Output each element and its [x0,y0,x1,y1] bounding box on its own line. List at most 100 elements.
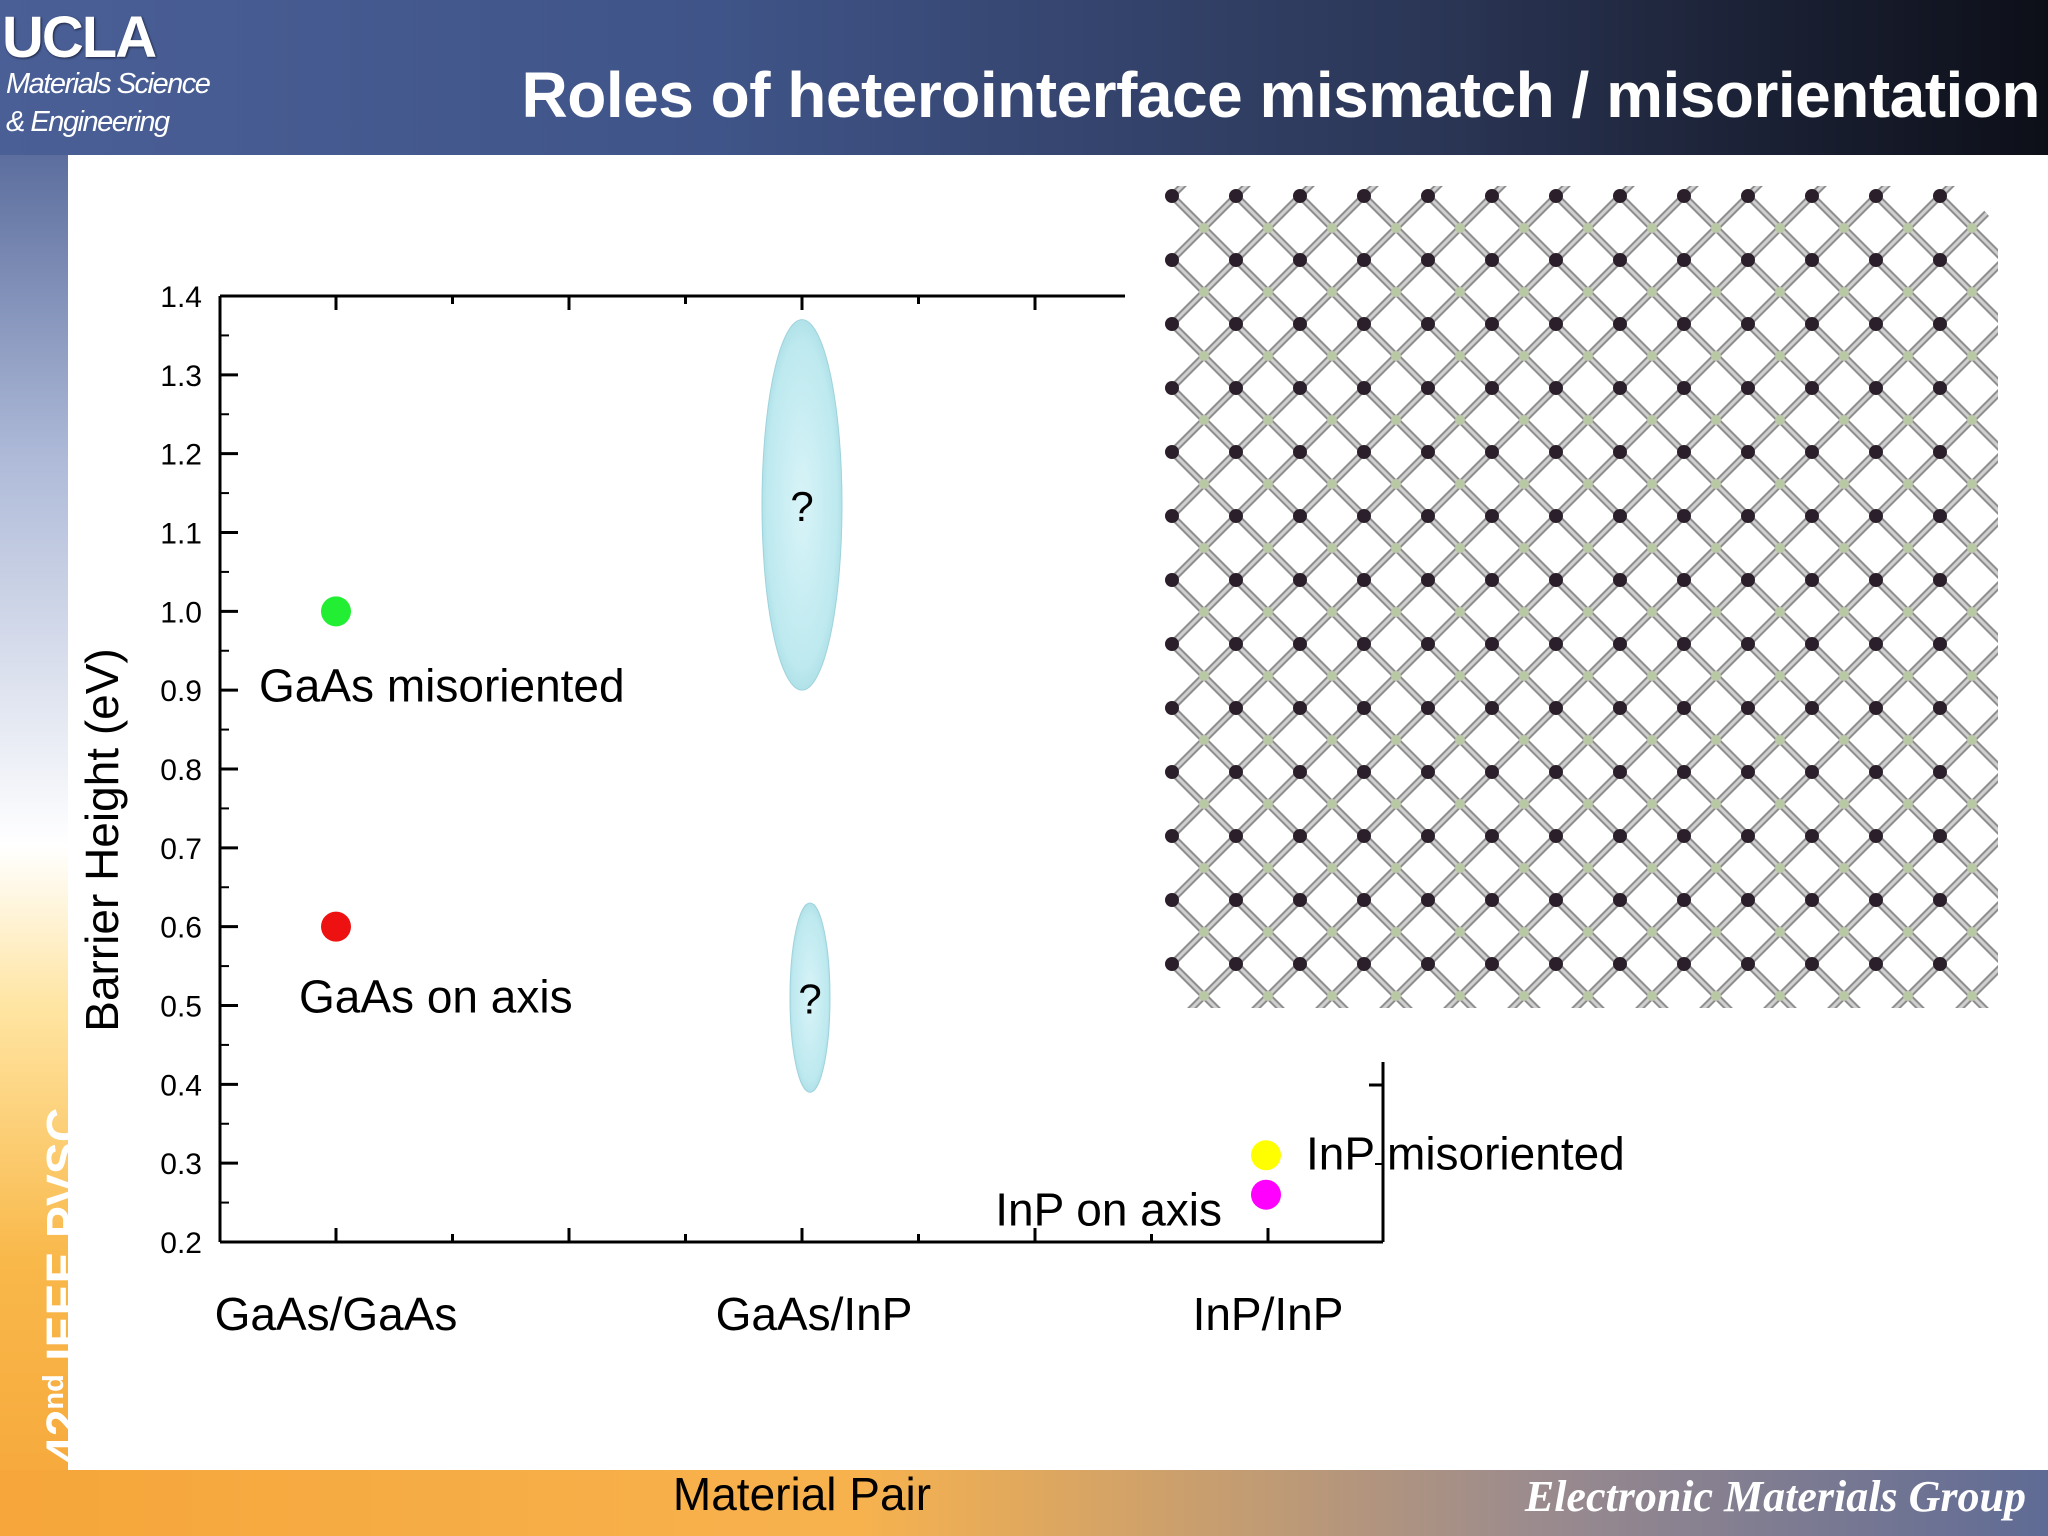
lattice-atom [1903,607,1913,617]
lattice-atom [1933,957,1947,971]
lattice-atom [1677,317,1691,331]
lattice-atom [1647,351,1657,361]
lattice-atom [1741,509,1755,523]
data-point [321,596,351,627]
x-category-label: GaAs/InP [716,1288,913,1340]
lattice-atom [1519,735,1529,745]
lattice-atom [1583,223,1593,233]
lattice-atom [1263,223,1273,233]
lattice-atom [1293,893,1307,907]
lattice-atom [1967,287,1977,297]
lattice-atom [1519,351,1529,361]
lattice-atom [1741,189,1755,203]
lattice-atom [1583,479,1593,489]
lattice-atom [1485,509,1499,523]
lattice-atom [1805,829,1819,843]
lattice-atom [1455,351,1465,361]
lattice-atom [1839,735,1849,745]
lattice-atom [1421,829,1435,843]
y-tick-label: 1.1 [160,518,202,551]
lattice-atom [1583,671,1593,681]
lattice-atom [1647,607,1657,617]
y-tick-label: 0.8 [160,754,202,787]
lattice-atom [1485,765,1499,779]
lattice-atom [1293,637,1307,651]
lattice-atom [1583,607,1593,617]
data-label: InP on axis [995,1184,1222,1236]
lattice-atom [1741,381,1755,395]
data-point [1251,1179,1281,1210]
lattice-atom [1519,927,1529,937]
lattice-atom [1421,317,1435,331]
lattice-atom [1613,445,1627,459]
lattice-atom [1583,287,1593,297]
lattice-atom [1583,863,1593,873]
lattice-atom [1903,927,1913,937]
lattice-atom [1229,829,1243,843]
lattice-atom [1647,415,1657,425]
lattice-atoms [1165,189,1977,1001]
lattice-atom [1549,893,1563,907]
lattice-atom [1677,957,1691,971]
lattice-atom [1613,253,1627,267]
lattice-atom [1455,607,1465,617]
lattice-atom [1165,573,1179,587]
lattice-atom [1165,765,1179,779]
lattice-atom [1199,991,1209,1001]
lattice-atom [1903,863,1913,873]
y-tick-label: 0.9 [160,675,202,708]
lattice-atom [1677,637,1691,651]
lattice-atom [1455,223,1465,233]
lattice-atom [1549,957,1563,971]
unknown-range-ellipse [761,319,843,691]
lattice-atom [1967,991,1977,1001]
slide-title: Roles of heterointerface mismatch / miso… [521,59,2041,131]
lattice-atom [1327,799,1337,809]
lattice-atom [1967,607,1977,617]
lattice-atom [1327,863,1337,873]
lattice-atom [1391,223,1401,233]
lattice-atom [1967,351,1977,361]
lattice-atom [1613,189,1627,203]
lattice-atom [1229,893,1243,907]
lattice-atom [1775,799,1785,809]
lattice-atom [1933,637,1947,651]
lattice-atom [1519,671,1529,681]
lattice-atom [1903,735,1913,745]
lattice-atom [1647,799,1657,809]
lattice-atom [1199,479,1209,489]
lattice-atom [1647,543,1657,553]
lattice-atom [1967,543,1977,553]
lattice-atom [1199,863,1209,873]
lattice-atom [1933,253,1947,267]
lattice-atom [1583,927,1593,937]
lattice-atom [1933,317,1947,331]
lattice-atom [1933,445,1947,459]
lattice-atom [1967,223,1977,233]
lattice-atom [1391,415,1401,425]
left-sidebar-band [0,155,68,1536]
lattice-atom [1165,317,1179,331]
y-tick-label: 1.3 [160,360,202,393]
lattice-atom [1839,991,1849,1001]
lattice-atom [1677,829,1691,843]
crystal-lattice-image [1165,186,1998,1008]
lattice-atom [1869,893,1883,907]
y-tick-label: 1.4 [160,281,202,314]
lattice-atom [1805,381,1819,395]
lattice-atom [1293,445,1307,459]
lattice-atom [1229,765,1243,779]
lattice-atom [1967,735,1977,745]
lattice-atom [1293,317,1307,331]
lattice-atom [1485,701,1499,715]
lattice-atom [1263,991,1273,1001]
lattice-atom [1165,957,1179,971]
lattice-atom [1199,735,1209,745]
lattice-atom [1229,957,1243,971]
lattice-atom [1741,893,1755,907]
lattice-bond-highlights [1170,186,1998,1008]
lattice-atom [1903,287,1913,297]
lattice-atom [1711,735,1721,745]
lattice-atom [1613,829,1627,843]
lattice-atom [1711,671,1721,681]
